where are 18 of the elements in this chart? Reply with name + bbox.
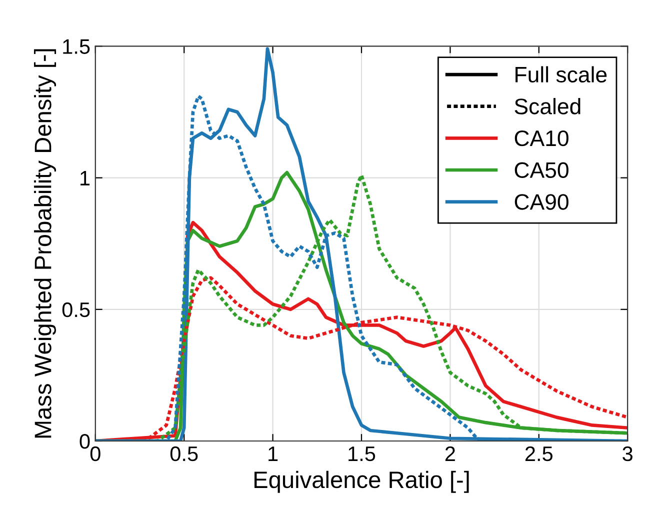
legend-label: CA50 <box>514 162 568 178</box>
x-tick-label: 3 <box>622 446 632 462</box>
x-tick-label: 1.5 <box>348 446 376 462</box>
x-tick-label: 2 <box>445 446 455 461</box>
legend-label: Scaled <box>514 98 580 114</box>
y-tick-label: 1 <box>80 171 90 186</box>
legend-label: CA10 <box>514 130 568 146</box>
x-tick-label: 2.5 <box>525 446 552 462</box>
legend-label: Full scale <box>516 66 607 83</box>
y-tick-label: 1.5 <box>63 39 90 54</box>
y-axis-title: Mass Weighted Probability Density [-] <box>34 49 56 438</box>
y-tick-label: 0.5 <box>62 302 90 318</box>
x-tick-label: 0 <box>90 446 100 462</box>
legend-label: CA90 <box>514 194 568 210</box>
x-axis-title: Equivalence Ratio [-] <box>254 470 469 493</box>
x-tick-label: 1 <box>268 446 278 461</box>
y-tick-label: 0 <box>80 434 90 449</box>
x-tick-label: 0.5 <box>170 446 198 462</box>
